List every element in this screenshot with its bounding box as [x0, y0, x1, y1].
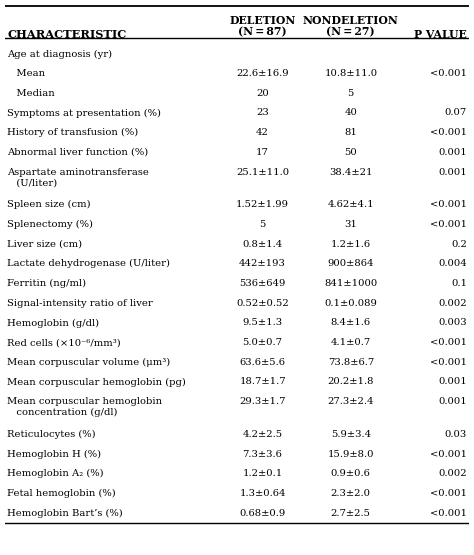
Text: 81: 81: [345, 128, 357, 137]
Text: 23: 23: [256, 108, 269, 118]
Text: Splenectomy (%): Splenectomy (%): [7, 220, 93, 229]
Text: 0.1±0.089: 0.1±0.089: [324, 299, 377, 307]
Text: Median: Median: [7, 89, 55, 98]
Text: 40: 40: [345, 108, 357, 118]
Text: Symptoms at presentation (%): Symptoms at presentation (%): [7, 108, 161, 118]
Text: Abnormal liver function (%): Abnormal liver function (%): [7, 148, 148, 157]
Text: 0.004: 0.004: [438, 259, 467, 269]
Text: 536±649: 536±649: [239, 279, 286, 288]
Text: 0.001: 0.001: [438, 377, 467, 386]
Text: Reticulocytes (%): Reticulocytes (%): [7, 430, 96, 439]
Text: 38.4±21: 38.4±21: [329, 168, 373, 176]
Text: 4.62±4.1: 4.62±4.1: [328, 200, 374, 209]
Text: Hemoglobin (g/dl): Hemoglobin (g/dl): [7, 319, 99, 327]
Text: Lactate dehydrogenase (U/liter): Lactate dehydrogenase (U/liter): [7, 259, 170, 269]
Text: <0.001: <0.001: [430, 69, 467, 78]
Text: 4.1±0.7: 4.1±0.7: [331, 338, 371, 347]
Text: Hemoglobin A₂ (%): Hemoglobin A₂ (%): [7, 470, 104, 478]
Text: Age at diagnosis (yr): Age at diagnosis (yr): [7, 49, 112, 59]
Text: <0.001: <0.001: [430, 450, 467, 458]
Text: 900±864: 900±864: [328, 259, 374, 269]
Text: 0.001: 0.001: [438, 168, 467, 176]
Text: 63.6±5.6: 63.6±5.6: [239, 358, 285, 367]
Text: DELETION: DELETION: [229, 15, 296, 26]
Text: 22.6±16.9: 22.6±16.9: [236, 69, 289, 78]
Text: 17: 17: [256, 148, 269, 157]
Text: 0.002: 0.002: [438, 470, 467, 478]
Text: 0.68±0.9: 0.68±0.9: [239, 508, 286, 518]
Text: 0.9±0.6: 0.9±0.6: [331, 470, 371, 478]
Text: Fetal hemoglobin (%): Fetal hemoglobin (%): [7, 489, 116, 498]
Text: Liver size (cm): Liver size (cm): [7, 240, 82, 249]
Text: 29.3±1.7: 29.3±1.7: [239, 397, 286, 406]
Text: 0.002: 0.002: [438, 299, 467, 307]
Text: Red cells (×10⁻⁶/mm³): Red cells (×10⁻⁶/mm³): [7, 338, 121, 347]
Text: Spleen size (cm): Spleen size (cm): [7, 200, 91, 209]
Text: 20: 20: [256, 89, 269, 98]
Text: 442±193: 442±193: [239, 259, 286, 269]
Text: 0.8±1.4: 0.8±1.4: [242, 240, 283, 249]
Text: 0.003: 0.003: [438, 319, 467, 327]
Text: NONDELETION: NONDELETION: [303, 15, 399, 26]
Text: 25.1±11.0: 25.1±11.0: [236, 168, 289, 176]
Text: <0.001: <0.001: [430, 220, 467, 229]
Text: <0.001: <0.001: [430, 338, 467, 347]
Text: 0.03: 0.03: [445, 430, 467, 439]
Text: 0.1: 0.1: [451, 279, 467, 288]
Text: 5.9±3.4: 5.9±3.4: [331, 430, 371, 439]
Text: 42: 42: [256, 128, 269, 137]
Text: 0.001: 0.001: [438, 148, 467, 157]
Text: 7.3±3.6: 7.3±3.6: [243, 450, 283, 458]
Text: 2.3±2.0: 2.3±2.0: [331, 489, 371, 498]
Text: 841±1000: 841±1000: [324, 279, 377, 288]
Text: 5.0±0.7: 5.0±0.7: [243, 338, 283, 347]
Text: 0.2: 0.2: [451, 240, 467, 249]
Text: 50: 50: [345, 148, 357, 157]
Text: <0.001: <0.001: [430, 200, 467, 209]
Text: 0.52±0.52: 0.52±0.52: [236, 299, 289, 307]
Text: 1.3±0.64: 1.3±0.64: [239, 489, 286, 498]
Text: 4.2±2.5: 4.2±2.5: [243, 430, 283, 439]
Text: Mean corpuscular hemoglobin (pg): Mean corpuscular hemoglobin (pg): [7, 377, 186, 386]
Text: Aspartate aminotransferase
   (U/liter): Aspartate aminotransferase (U/liter): [7, 168, 149, 187]
Text: 8.4±1.6: 8.4±1.6: [331, 319, 371, 327]
Text: CHARACTERISTIC: CHARACTERISTIC: [7, 29, 126, 39]
Text: <0.001: <0.001: [430, 508, 467, 518]
Text: <0.001: <0.001: [430, 358, 467, 367]
Text: 27.3±2.4: 27.3±2.4: [328, 397, 374, 406]
Text: P VALUE: P VALUE: [414, 29, 467, 39]
Text: Mean corpuscular volume (μm³): Mean corpuscular volume (μm³): [7, 358, 170, 367]
Text: 20.2±1.8: 20.2±1.8: [328, 377, 374, 386]
Text: Hemoglobin Bart’s (%): Hemoglobin Bart’s (%): [7, 508, 123, 518]
Text: 15.9±8.0: 15.9±8.0: [328, 450, 374, 458]
Text: Signal-intensity ratio of liver: Signal-intensity ratio of liver: [7, 299, 153, 307]
Text: 1.2±1.6: 1.2±1.6: [331, 240, 371, 249]
Text: (N = 87): (N = 87): [238, 26, 287, 37]
Text: Ferritin (ng/ml): Ferritin (ng/ml): [7, 279, 86, 288]
Text: Mean: Mean: [7, 69, 45, 78]
Text: 5: 5: [259, 220, 266, 229]
Text: (N = 27): (N = 27): [327, 26, 375, 37]
Text: Hemoglobin H (%): Hemoglobin H (%): [7, 450, 101, 459]
Text: 10.8±11.0: 10.8±11.0: [324, 69, 377, 78]
Text: 5: 5: [347, 89, 354, 98]
Text: 2.7±2.5: 2.7±2.5: [331, 508, 371, 518]
Text: 0.07: 0.07: [445, 108, 467, 118]
Text: 31: 31: [345, 220, 357, 229]
Text: Mean corpuscular hemoglobin
   concentration (g/dl): Mean corpuscular hemoglobin concentratio…: [7, 397, 162, 417]
Text: History of transfusion (%): History of transfusion (%): [7, 128, 138, 137]
Text: 18.7±1.7: 18.7±1.7: [239, 377, 286, 386]
Text: 1.52±1.99: 1.52±1.99: [236, 200, 289, 209]
Text: 9.5±1.3: 9.5±1.3: [243, 319, 283, 327]
Text: 1.2±0.1: 1.2±0.1: [242, 470, 283, 478]
Text: 0.001: 0.001: [438, 397, 467, 406]
Text: <0.001: <0.001: [430, 128, 467, 137]
Text: 73.8±6.7: 73.8±6.7: [328, 358, 374, 367]
Text: <0.001: <0.001: [430, 489, 467, 498]
